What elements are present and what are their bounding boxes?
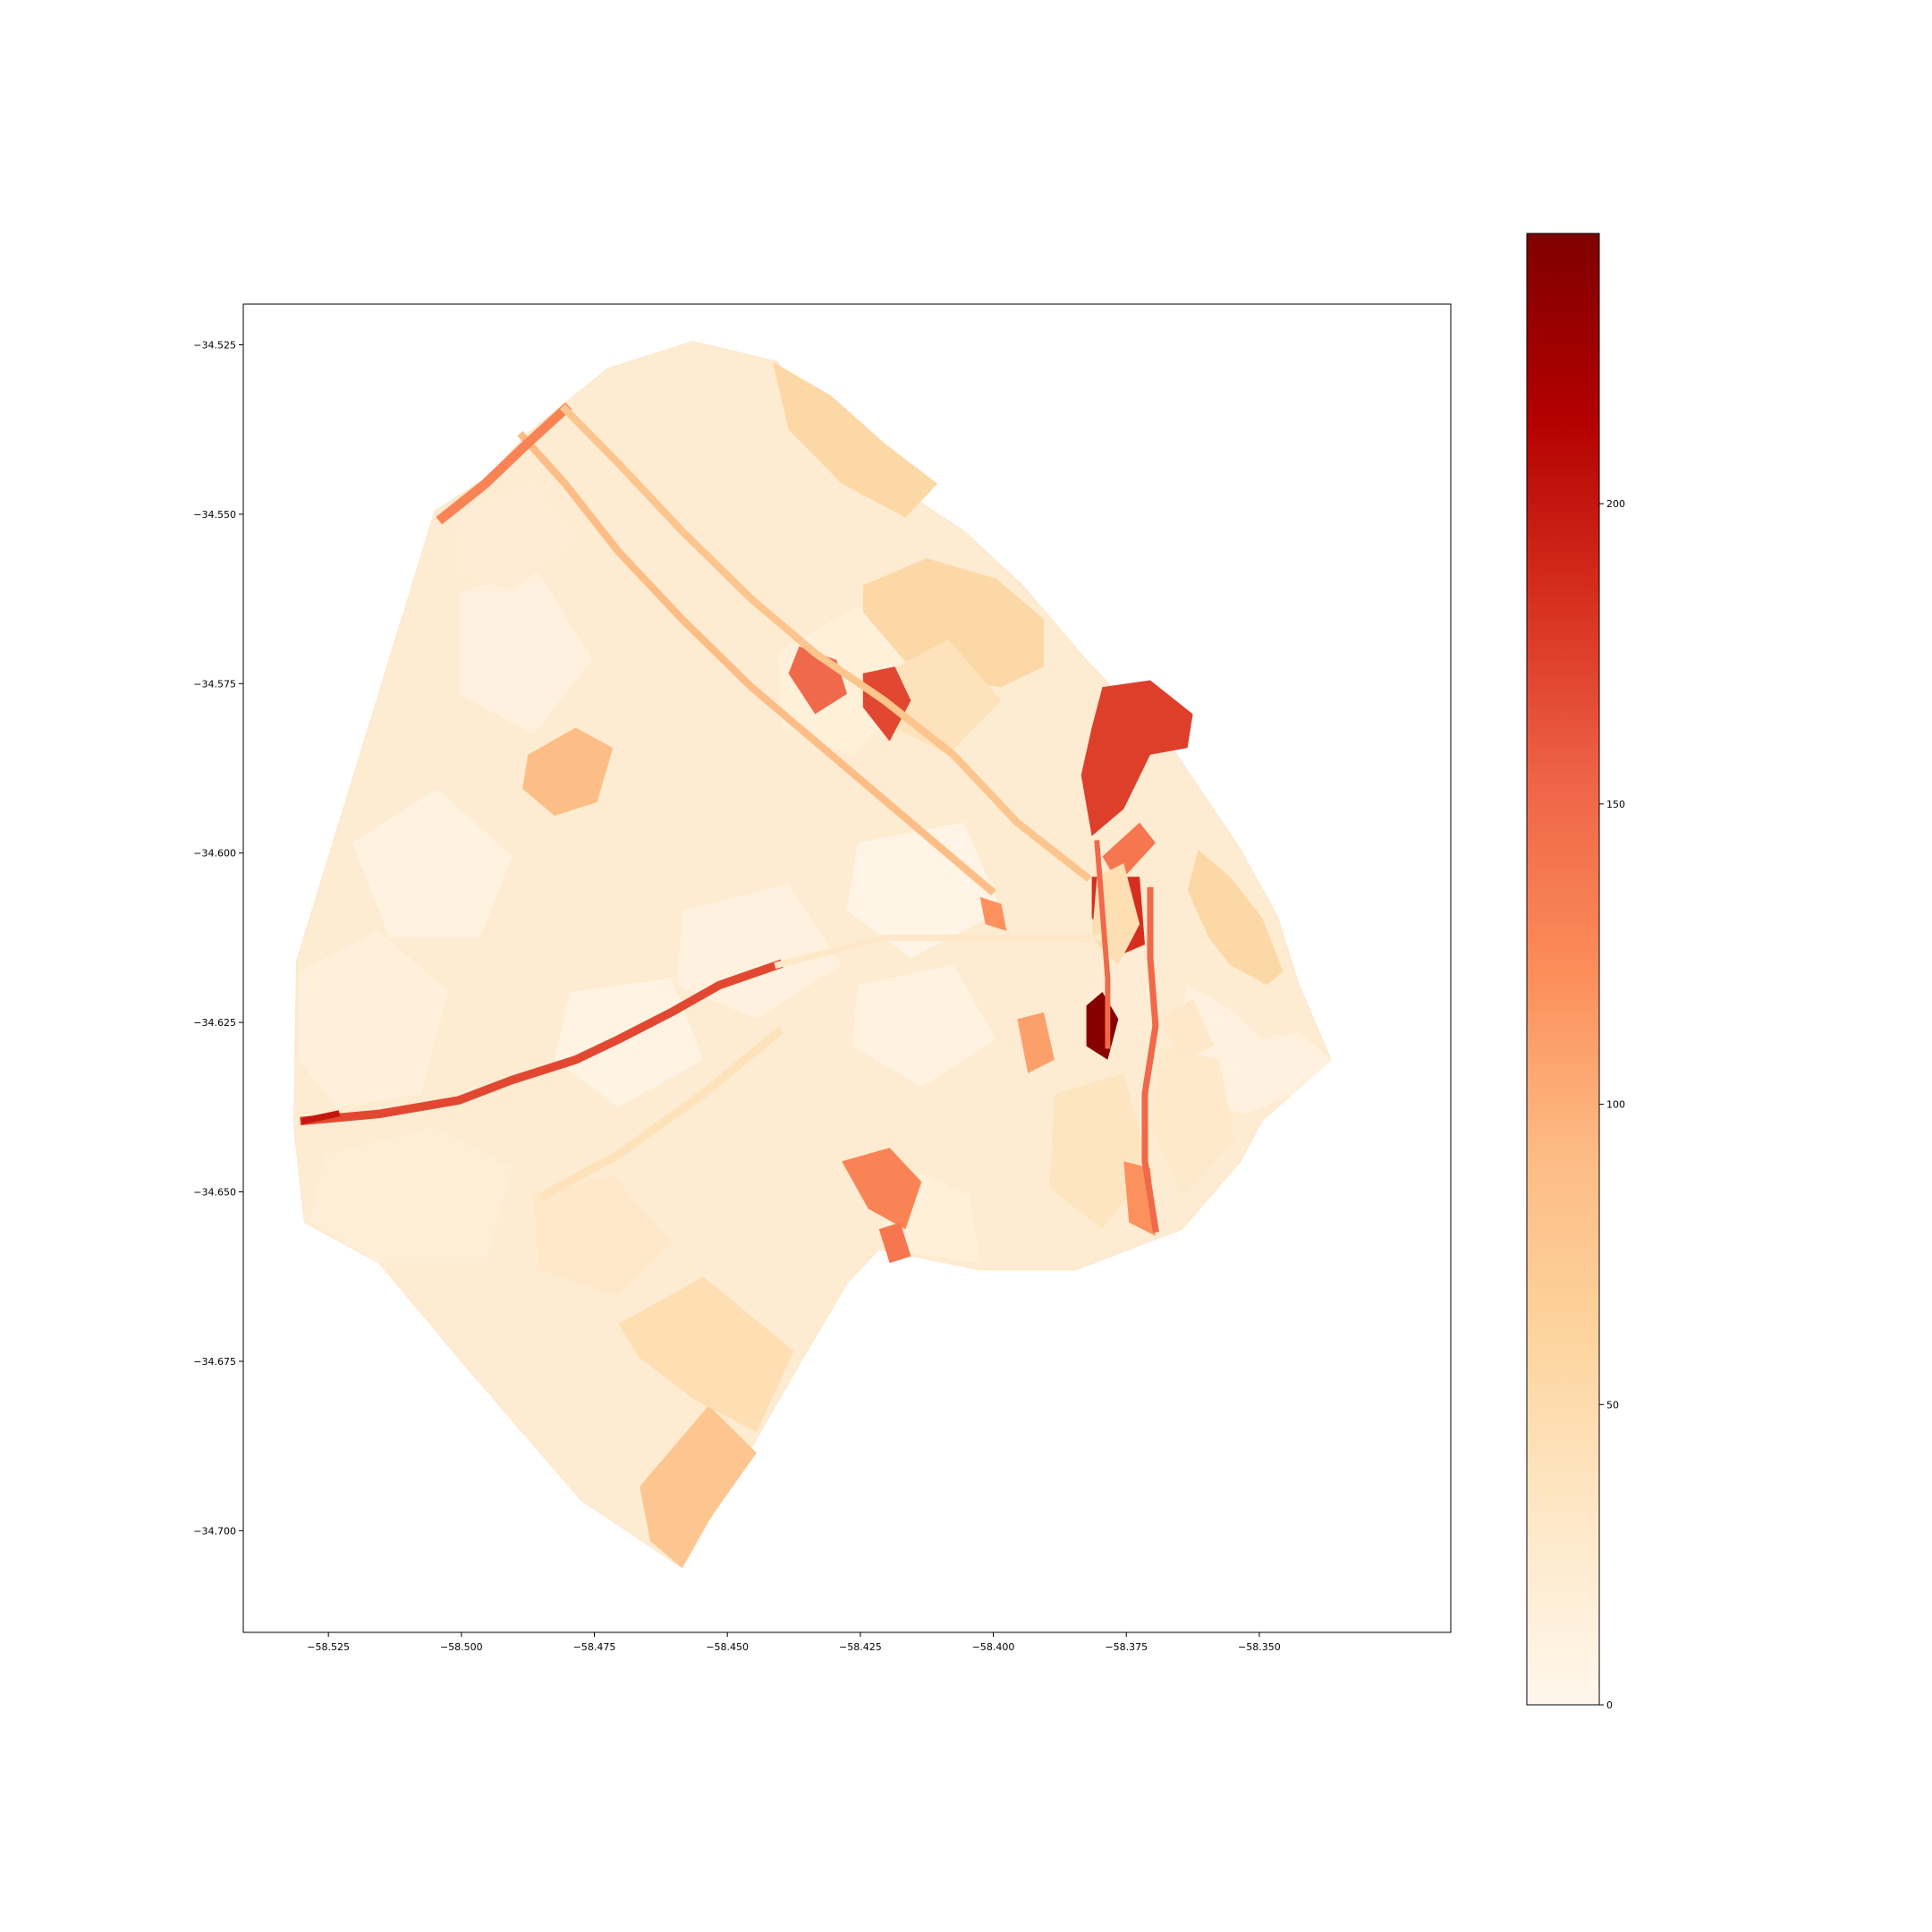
map-corridor-6 xyxy=(1141,886,1159,1233)
map-corridor-0 xyxy=(300,959,784,1126)
map-region-21 xyxy=(1049,1072,1150,1230)
map-region-5 xyxy=(618,1276,794,1433)
map-region-4 xyxy=(640,1405,757,1568)
colorbar-tick-label: 200 xyxy=(1606,498,1625,510)
map-region-24 xyxy=(1080,680,1193,836)
map-region-36 xyxy=(1160,998,1215,1060)
map-corridor-7 xyxy=(538,1026,784,1201)
colorbar-tick-label: 100 xyxy=(1606,1099,1625,1111)
x-tick-label: −58.400 xyxy=(972,1641,1015,1653)
map-region-18 xyxy=(852,964,996,1088)
map-region-31 xyxy=(878,1222,911,1264)
map-corridor-4 xyxy=(559,403,1092,883)
x-tick-label: −58.350 xyxy=(1238,1641,1281,1653)
map-region-12 xyxy=(522,727,614,816)
x-tick-label: −58.500 xyxy=(440,1641,483,1653)
y-tick-label: −34.550 xyxy=(193,509,236,521)
y-tick-label: −34.650 xyxy=(193,1187,236,1199)
x-tick-label: −58.375 xyxy=(1105,1641,1148,1653)
y-tick-label: −34.625 xyxy=(193,1017,236,1029)
colorbar-ticks: 0 50 100 150 200 xyxy=(1599,498,1625,1711)
map-region-2 xyxy=(862,558,1044,688)
colorbar-tick-label: 0 xyxy=(1606,1699,1613,1711)
map-corridor-5 xyxy=(1094,840,1111,1049)
map-corridor-8 xyxy=(774,934,1101,970)
x-tick-label: −58.450 xyxy=(706,1641,749,1653)
colorbar-body xyxy=(1526,233,1600,1706)
y-axis-ticks: −34.525 −34.550 −34.575 −34.600 −34.625 −34.6… xyxy=(193,339,243,1537)
x-tick-label: −58.525 xyxy=(307,1641,350,1653)
map-region-26 xyxy=(1086,992,1119,1060)
x-tick-label: −58.475 xyxy=(573,1641,616,1653)
map-region-19 xyxy=(911,1072,1055,1196)
map-layer xyxy=(292,341,1332,1569)
map-region-11 xyxy=(453,483,576,592)
y-tick-label: −34.700 xyxy=(193,1525,236,1537)
map-corridor-3 xyxy=(436,402,572,525)
map-region-0 xyxy=(1187,849,1284,986)
map-region-30 xyxy=(842,1148,922,1230)
y-tick-label: −34.575 xyxy=(193,678,236,690)
y-tick-label: −34.525 xyxy=(193,339,236,351)
x-axis-ticks: −58.525 −58.500 −58.475 −58.450 −58.425 −58.4… xyxy=(307,1632,1281,1653)
x-tick-label: −58.425 xyxy=(839,1641,882,1653)
map-corridor-2 xyxy=(517,430,996,896)
map-region-7 xyxy=(309,1127,513,1264)
map-region-3 xyxy=(772,361,938,518)
map-region-27 xyxy=(1017,1012,1055,1073)
map-region-8 xyxy=(299,930,448,1107)
colorbar: 0 50 100 150 200 xyxy=(1526,233,1625,1711)
y-tick-label: −34.675 xyxy=(193,1356,236,1368)
colorbar-tick-label: 150 xyxy=(1606,799,1625,810)
y-tick-label: −34.600 xyxy=(193,848,236,860)
map-corridor-1 xyxy=(301,1110,341,1125)
map-region-22 xyxy=(1150,1046,1236,1196)
map-region-9 xyxy=(352,788,513,938)
map-region-6 xyxy=(533,1174,672,1297)
map-region-10 xyxy=(458,572,592,735)
map-region-29 xyxy=(979,896,1007,931)
map-region-17 xyxy=(847,822,1002,959)
colorbar-tick-label: 50 xyxy=(1606,1399,1619,1411)
axes-frame xyxy=(242,303,1452,1633)
